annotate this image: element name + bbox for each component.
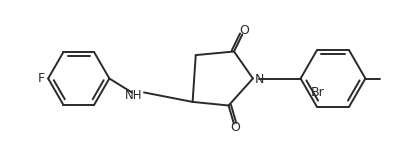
Text: F: F bbox=[38, 72, 45, 85]
Text: NH: NH bbox=[126, 89, 143, 102]
Text: O: O bbox=[239, 24, 249, 37]
Text: Br: Br bbox=[311, 86, 324, 99]
Text: N: N bbox=[254, 73, 264, 86]
Text: O: O bbox=[230, 122, 240, 135]
